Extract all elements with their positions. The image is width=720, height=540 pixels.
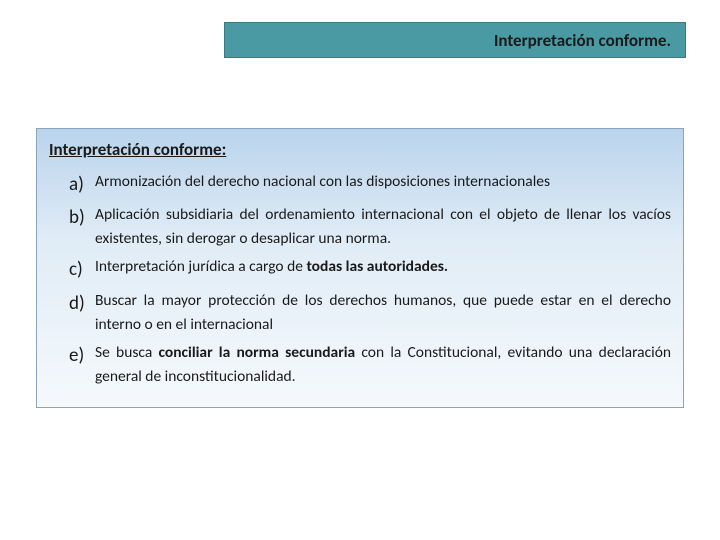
list-text: Interpretación jurídica a cargo de todas… [95, 255, 671, 279]
list-text: Armonización del derecho nacional con la… [95, 170, 671, 194]
list-marker: c) [69, 255, 95, 284]
list-item: e) Se busca conciliar la norma secundari… [69, 341, 671, 389]
header-title: Interpretación conforme. [494, 30, 671, 51]
content-list: a) Armonización del derecho nacional con… [49, 170, 671, 389]
list-text: Se busca conciliar la norma secundaria c… [95, 341, 671, 389]
list-marker: d) [69, 289, 95, 318]
list-item: b) Aplicación subsidiaria del ordenamien… [69, 203, 671, 251]
list-marker: a) [69, 170, 95, 199]
list-text: Buscar la mayor protección de los derech… [95, 289, 671, 337]
header-box: Interpretación conforme. [224, 22, 686, 58]
list-marker: e) [69, 341, 95, 370]
content-box: Interpretación conforme: a) Armonización… [36, 128, 684, 408]
list-item: a) Armonización del derecho nacional con… [69, 170, 671, 199]
list-item: c) Interpretación jurídica a cargo de to… [69, 255, 671, 284]
list-marker: b) [69, 203, 95, 232]
list-item: d) Buscar la mayor protección de los der… [69, 289, 671, 337]
content-title: Interpretación conforme: [49, 139, 671, 160]
list-text: Aplicación subsidiaria del ordenamiento … [95, 203, 671, 251]
